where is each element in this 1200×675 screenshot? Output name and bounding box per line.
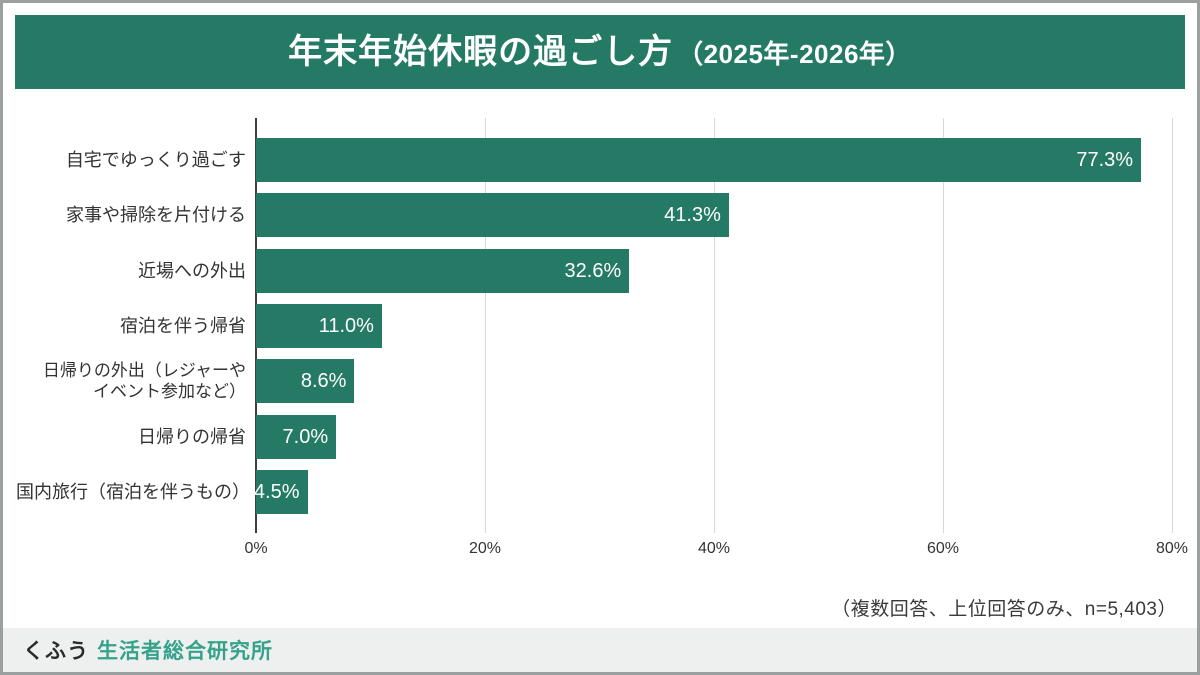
gridline-40 bbox=[713, 118, 715, 533]
category-label: 家事や掃除を片付ける bbox=[66, 205, 246, 225]
bar-row: 自宅でゆっくり過ごす 77.3% bbox=[16, 138, 1172, 182]
category-label: 日帰りの外出（レジャーや イベント参加など） bbox=[16, 359, 246, 403]
bar-row: 国内旅行（宿泊を伴うもの） 4.5% bbox=[16, 470, 1172, 514]
survey-note: （複数回答、上位回答のみ、n=5,403） bbox=[831, 599, 1177, 620]
gridline-80 bbox=[1171, 118, 1173, 533]
bar: 7.0% bbox=[256, 415, 337, 459]
bar: 41.3% bbox=[256, 193, 729, 237]
brand-org-name: 生活者総合研究所 bbox=[97, 640, 273, 663]
bar-row: 宿泊を伴う帰省 11.0% bbox=[16, 304, 1172, 348]
page-title: 年末年始休暇の過ごし方 bbox=[288, 33, 674, 71]
x-tick: 0% bbox=[244, 540, 268, 557]
bar-track: 7.0% bbox=[256, 415, 1172, 459]
bar-row: 日帰りの帰省 7.0% bbox=[16, 415, 1172, 459]
page-title-period: （2025年-2026年） bbox=[677, 39, 912, 69]
category-label: 国内旅行（宿泊を伴うもの） bbox=[16, 482, 250, 502]
category-label-line2: イベント参加など） bbox=[93, 382, 246, 401]
bar-track: 41.3% bbox=[256, 193, 1172, 237]
gridline-20 bbox=[484, 118, 486, 533]
bar-track: 77.3% bbox=[256, 138, 1172, 182]
bar: 77.3% bbox=[256, 138, 1142, 182]
bar-track: 4.5% bbox=[253, 470, 1172, 514]
x-tick: 60% bbox=[926, 540, 960, 557]
x-axis-ticks: 0% 20% 40% 60% 80% bbox=[244, 540, 1188, 562]
x-tick: 40% bbox=[697, 540, 731, 557]
footer-bar: くふう 生活者総合研究所 bbox=[3, 628, 1197, 672]
x-tick: 80% bbox=[1155, 540, 1189, 557]
value-label: 41.3% bbox=[664, 204, 721, 226]
bar-track: 32.6% bbox=[256, 249, 1172, 293]
bar: 11.0% bbox=[256, 304, 382, 348]
category-label: 日帰りの帰省 bbox=[138, 427, 246, 447]
category-label-line1: 日帰りの外出（レジャーや bbox=[42, 360, 246, 380]
bar-track: 11.0% bbox=[256, 304, 1172, 348]
gridline-60 bbox=[942, 118, 944, 533]
category-label: 近場への外出 bbox=[138, 261, 246, 281]
value-label: 77.3% bbox=[1076, 149, 1134, 171]
category-label: 自宅でゆっくり過ごす bbox=[65, 150, 246, 170]
x-tick: 20% bbox=[468, 540, 502, 557]
title-banner: 年末年始休暇の過ごし方 （2025年-2026年） bbox=[15, 15, 1185, 89]
brand-logo: くふう bbox=[23, 640, 89, 663]
category-label: 宿泊を伴う帰省 bbox=[120, 316, 246, 336]
value-label: 7.0% bbox=[282, 426, 329, 448]
value-label: 8.6% bbox=[300, 370, 347, 392]
bar: 32.6% bbox=[256, 249, 630, 293]
bar: 8.6% bbox=[256, 359, 355, 403]
value-label: 4.5% bbox=[253, 481, 300, 503]
value-label: 32.6% bbox=[564, 260, 622, 282]
bar: 4.5% bbox=[253, 470, 308, 514]
bar-row: 家事や掃除を片付ける 41.3% bbox=[16, 193, 1172, 237]
bar-row: 近場への外出 32.6% bbox=[16, 249, 1172, 293]
bar-row: 日帰りの外出（レジャーや イベント参加など） 8.6% bbox=[16, 359, 1172, 403]
bar-track: 8.6% bbox=[256, 359, 1172, 403]
value-label: 11.0% bbox=[318, 315, 374, 337]
